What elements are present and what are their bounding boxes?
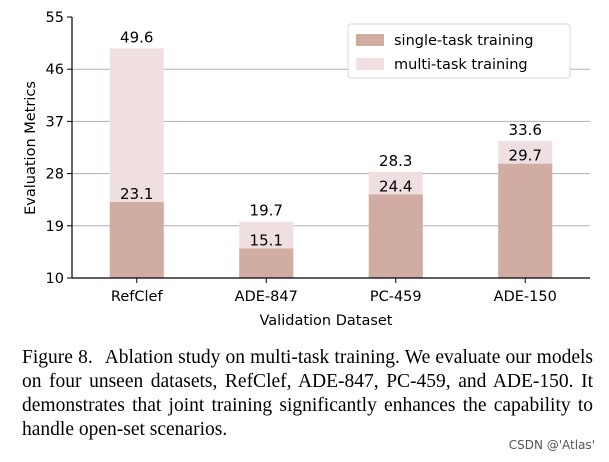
single-task-value-label: 23.1 bbox=[120, 185, 153, 203]
y-tick-label: 19 bbox=[46, 219, 64, 235]
watermark: CSDN @'Atlas' bbox=[506, 438, 597, 452]
caption-label: Figure 8. bbox=[22, 347, 93, 368]
x-tick-label: PC-459 bbox=[370, 289, 422, 305]
bar-chart: 49.6 23.1 19.7 15.1 28.3 24.4 33.6 29.7 10 19 28 3… bbox=[23, 10, 590, 329]
legend-label: multi-task training bbox=[394, 57, 528, 73]
single-task-value-label: 29.7 bbox=[509, 147, 542, 165]
y-tick-label: 10 bbox=[46, 271, 64, 287]
legend-swatch bbox=[356, 34, 384, 46]
y-tick-label: 28 bbox=[46, 167, 64, 183]
x-tick-label: ADE-150 bbox=[494, 289, 557, 305]
bar-single-task bbox=[368, 194, 423, 278]
y-tick-label: 46 bbox=[46, 62, 64, 78]
bar-single-task bbox=[498, 163, 553, 278]
single-task-value-label: 24.4 bbox=[379, 177, 412, 195]
caption-text: Ablation study on multi-task training. W… bbox=[22, 347, 593, 440]
legend-box bbox=[347, 23, 571, 79]
single-task-value-label: 15.1 bbox=[250, 231, 283, 249]
legend-label: single-task training bbox=[394, 33, 533, 49]
multi-task-value-label: 49.6 bbox=[120, 28, 153, 46]
y-tick-label: 55 bbox=[46, 10, 64, 26]
multi-task-value-label: 28.3 bbox=[379, 152, 412, 170]
bar-single-task bbox=[239, 248, 294, 278]
bars bbox=[109, 48, 553, 278]
x-axis-title: Validation Dataset bbox=[260, 313, 393, 329]
multi-task-value-label: 33.6 bbox=[509, 121, 542, 139]
y-tick-label: 37 bbox=[46, 114, 64, 130]
bar-value-labels: 49.6 23.1 19.7 15.1 28.3 24.4 33.6 29.7 bbox=[120, 28, 542, 249]
bar-single-task bbox=[109, 202, 164, 278]
axes: 10 19 28 37 46 55 RefClef ADE-847 PC-459 ADE-150 bbox=[46, 10, 590, 305]
legend: single-task training multi-task training bbox=[347, 23, 571, 79]
figure-caption: Figure 8. Ablation study on multi-task tr… bbox=[22, 346, 593, 442]
x-tick-label: RefClef bbox=[111, 289, 164, 305]
x-tick-label: ADE-847 bbox=[235, 289, 298, 305]
multi-task-value-label: 19.7 bbox=[250, 202, 283, 220]
legend-swatch bbox=[356, 58, 384, 70]
y-axis-title: Evaluation Metrics bbox=[23, 81, 39, 215]
